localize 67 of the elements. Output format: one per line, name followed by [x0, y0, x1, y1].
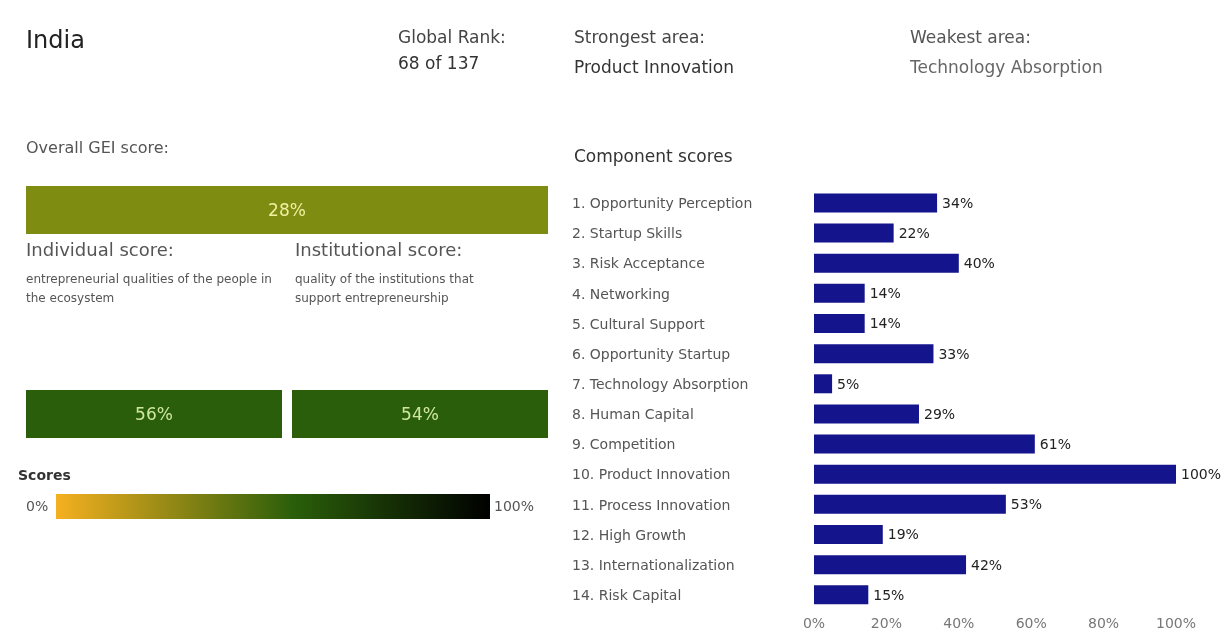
data-label: 14%: [869, 285, 901, 302]
x-tick-label: 100%: [1155, 614, 1197, 631]
data-label: 34%: [942, 194, 974, 211]
text: 100%: [494, 497, 535, 516]
bar: [814, 314, 865, 333]
bar: [814, 374, 833, 394]
text: Individual score:: [26, 239, 174, 260]
y-tick-label: 12. High Growth: [572, 526, 687, 543]
x-tick-label: 0%: [802, 614, 826, 631]
y-tick-label: 9. Competition: [572, 436, 676, 453]
bar: [814, 223, 894, 243]
data-label: 14%: [869, 315, 901, 332]
y-tick-label: 3. Risk Acceptance: [572, 255, 705, 272]
data-label: 40%: [963, 255, 995, 272]
data-label: 54%: [401, 404, 439, 424]
text: Global Rank:: [398, 27, 506, 47]
data-label: 100%: [1181, 466, 1222, 483]
x-tick-label: 60%: [1015, 614, 1047, 631]
bar: [814, 404, 919, 424]
text: 0%: [26, 497, 49, 516]
data-label: 15%: [873, 586, 905, 603]
data-label: 42%: [971, 556, 1003, 573]
bar: [814, 253, 959, 273]
data-label: 5%: [837, 375, 860, 392]
data-label: 19%: [887, 526, 919, 543]
data-label: 56%: [135, 404, 173, 424]
data-label: 28%: [268, 200, 306, 220]
bar: [814, 283, 865, 303]
bar: [814, 344, 934, 364]
text: Component scores: [574, 146, 733, 166]
bar: [814, 585, 869, 605]
data-label: 33%: [938, 345, 970, 362]
bar: [814, 555, 967, 575]
text: entrepreneurial qualities of the people in the ecosystem: [26, 271, 273, 307]
bar: [814, 193, 938, 213]
y-tick-label: 14. Risk Capital: [572, 586, 682, 603]
bar: [814, 494, 1006, 514]
text: Scores: [18, 466, 71, 485]
x-tick-label: 20%: [870, 614, 902, 631]
y-tick-label: 4. Networking: [572, 285, 670, 302]
text: Overall GEI score:: [26, 138, 169, 157]
text: India: [26, 26, 85, 54]
y-tick-label: 10. Product Innovation: [572, 466, 731, 483]
data-label: 61%: [1039, 436, 1071, 453]
text: Product Innovation: [574, 57, 734, 77]
text: 68 of 137: [398, 53, 480, 73]
x-tick-label: 40%: [943, 614, 975, 631]
y-tick-label: 2. Startup Skills: [572, 225, 683, 242]
data-label: 29%: [923, 405, 956, 422]
y-tick-label: 11. Process Innovation: [572, 496, 731, 513]
bar: [814, 525, 883, 544]
data-label: 53%: [1010, 496, 1042, 513]
bar: [814, 434, 1035, 454]
y-tick-label: 5. Cultural Support: [572, 315, 706, 332]
data-label: 22%: [898, 225, 930, 242]
text: Institutional score:: [295, 239, 463, 260]
text: Weakest area:: [910, 27, 1031, 47]
text: Technology Absorption: [910, 57, 1103, 77]
y-tick-label: 6. Opportunity Startup: [572, 345, 731, 362]
text: Strongest area:: [574, 27, 706, 47]
y-tick-label: 1. Opportunity Perception: [572, 195, 753, 212]
y-tick-label: 8. Human Capital: [572, 406, 694, 423]
y-tick-label: 7. Technology Absorption: [572, 375, 749, 392]
y-tick-label: 13. Internationalization: [572, 556, 735, 573]
text: quality of the institutions that support entrepreneurship: [295, 271, 475, 307]
x-tick-label: 80%: [1088, 614, 1120, 631]
bar: [814, 464, 1176, 484]
